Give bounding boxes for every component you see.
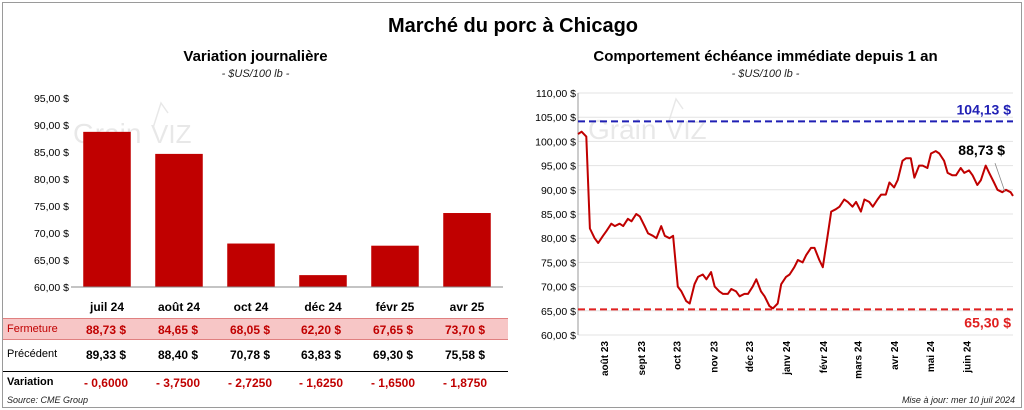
right-grid <box>577 92 1013 336</box>
last-value-leader <box>994 163 1006 193</box>
update-note: Mise à jour: mer 10 juil 2024 <box>901 395 1015 405</box>
right-y-tick-label: 65,00 $ <box>541 306 576 318</box>
table-cell: 69,30 $ <box>372 348 414 362</box>
last-value-label: 88,73 $ <box>958 142 1005 158</box>
left-chart-title: Variation journalière <box>183 48 328 65</box>
right-line-series: 88,73 $ <box>577 130 1014 310</box>
left-y-tick-label: 90,00 $ <box>34 120 69 132</box>
right-chart-unit: - $US/100 lb - <box>731 68 800 80</box>
left-chart-unit: - $US/100 lb - <box>221 68 290 80</box>
source-note: Source: CME Group <box>7 395 89 405</box>
bar <box>443 213 491 287</box>
main-title: Marché du porc à Chicago <box>387 15 639 37</box>
table-row-close: Fermeture 88,73 $ 84,65 $ 68,05 $ 62,20 … <box>3 318 508 340</box>
right-y-tick-label: 110,00 $ <box>536 88 576 100</box>
right-y-tick-label: 60,00 $ <box>541 330 576 342</box>
x-month-label: nov 23 <box>709 341 720 373</box>
left-y-tick-label: 80,00 $ <box>34 174 69 186</box>
charts-svg: Grain VIZ Grain VIZ 60,00 $65,00 $70,00 … <box>34 88 1014 379</box>
right-reference-lines: 104,13 $ 65,30 $ <box>578 101 1013 330</box>
right-x-axis: août 23 sept 23 oct 23 nov 23 déc 23 janv 24 f… <box>600 341 974 379</box>
table-cell: 88,40 $ <box>157 348 199 362</box>
table-row-variation: Variation - 0,6000 - 3,7500 - 2,7250 - 1… <box>3 371 508 393</box>
right-y-tick-label: 75,00 $ <box>541 257 576 269</box>
x-category-label: déc 24 <box>304 300 342 314</box>
left-bar-series <box>83 131 491 287</box>
left-y-tick-label: 70,00 $ <box>34 228 69 240</box>
row-label: Fermeture <box>7 323 58 335</box>
left-y-axis: 60,00 $ 65,00 $ 70,00 $ 75,00 $ 80,00 $ 85,00… <box>34 93 69 294</box>
right-y-tick-label: 70,00 $ <box>541 282 576 294</box>
right-y-axis: 60,00 $ 65,00 $ 70,00 $ 75,00 $ 80,00 $ 85,00… <box>535 88 576 342</box>
bar <box>83 131 131 287</box>
bar <box>155 153 203 287</box>
bar <box>227 243 275 287</box>
table-cell: - 2,7250 <box>227 376 273 390</box>
table-cell: - 3,7500 <box>155 376 201 390</box>
svg-text:VIZ: VIZ <box>151 119 192 149</box>
x-category-label: févr 25 <box>376 300 415 314</box>
table-cell: 88,73 $ <box>85 323 127 337</box>
svg-text:Grain: Grain <box>588 114 656 145</box>
table-row-previous: Précédent 89,33 $ 88,40 $ 70,78 $ 63,83 … <box>3 344 508 366</box>
table-cell: 70,78 $ <box>229 348 271 362</box>
right-y-tick-label: 95,00 $ <box>541 161 576 173</box>
table-cell: 73,70 $ <box>444 323 486 337</box>
row-label: Précédent <box>7 348 58 360</box>
price-line <box>577 130 1014 310</box>
high-reference-label: 104,13 $ <box>957 101 1012 117</box>
bar <box>299 275 347 287</box>
table-cell: - 1,6250 <box>298 376 344 390</box>
left-y-tick-label: 65,00 $ <box>34 255 69 267</box>
x-category-label: avr 25 <box>450 300 485 314</box>
x-category-label: août 24 <box>158 300 200 314</box>
left-y-tick-label: 95,00 $ <box>34 93 69 105</box>
table-cell: 89,33 $ <box>85 348 127 362</box>
x-month-label: août 23 <box>600 341 611 376</box>
table-cell: 63,83 $ <box>300 348 342 362</box>
table-cell: - 1,6500 <box>370 376 416 390</box>
left-y-tick-label: 60,00 $ <box>34 282 69 294</box>
table-cell: - 1,8750 <box>442 376 488 390</box>
right-y-tick-label: 105,00 $ <box>535 112 576 124</box>
left-y-tick-label: 85,00 $ <box>34 147 69 159</box>
table-cell: 75,58 $ <box>444 348 486 362</box>
x-month-label: oct 23 <box>673 341 684 370</box>
right-y-tick-label: 80,00 $ <box>541 233 576 245</box>
table-cell: 62,20 $ <box>300 323 342 337</box>
table-cell: 67,65 $ <box>372 323 414 337</box>
right-chart-title: Comportement échéance immédiate depuis 1… <box>593 48 938 65</box>
x-month-label: avr 24 <box>890 341 901 370</box>
x-month-label: mars 24 <box>853 341 864 379</box>
x-month-label: mai 24 <box>926 341 937 373</box>
x-month-label: déc 23 <box>745 341 756 373</box>
left-y-tick-label: 75,00 $ <box>34 201 69 213</box>
x-month-label: sept 23 <box>637 341 648 376</box>
right-y-tick-label: 90,00 $ <box>541 185 576 197</box>
table-cell: 84,65 $ <box>157 323 199 337</box>
x-category-label: juil 24 <box>89 300 124 314</box>
bar <box>371 245 419 287</box>
table-cell: - 0,6000 <box>83 376 129 390</box>
x-month-label: févr 24 <box>819 341 830 374</box>
right-y-tick-label: 100,00 $ <box>535 136 576 148</box>
svg-text:VIZ: VIZ <box>666 115 707 145</box>
x-month-label: juin 24 <box>963 341 974 374</box>
x-category-label: oct 24 <box>234 300 269 314</box>
row-label: Variation <box>7 376 54 388</box>
right-y-tick-label: 85,00 $ <box>541 209 576 221</box>
table-cell: 68,05 $ <box>229 323 271 337</box>
low-reference-label: 65,30 $ <box>964 314 1011 330</box>
x-month-label: janv 24 <box>782 341 793 376</box>
left-x-axis: juil 24 août 24 oct 24 déc 24 févr 25 avr 25 <box>71 286 503 314</box>
